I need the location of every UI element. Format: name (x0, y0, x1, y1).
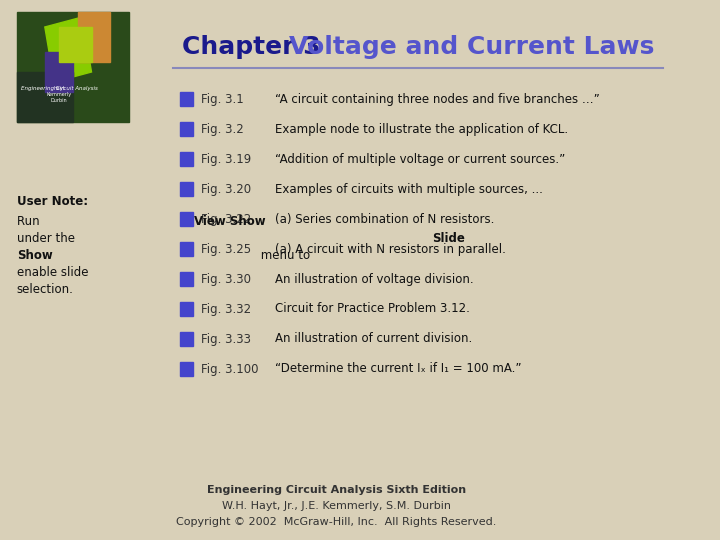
Text: Fig. 3.22: Fig. 3.22 (201, 213, 251, 226)
Bar (180, 212, 193, 226)
Text: Fig. 3.32: Fig. 3.32 (201, 302, 251, 315)
Text: Hayt
Kemmerly
Durbin: Hayt Kemmerly Durbin (46, 86, 71, 103)
Text: “Determine the current Iₓ if I₁ = 100 mA.”: “Determine the current Iₓ if I₁ = 100 mA… (276, 362, 522, 375)
Text: View Show: View Show (194, 215, 266, 228)
Text: Fig. 3.100: Fig. 3.100 (201, 362, 258, 375)
Text: An illustration of current division.: An illustration of current division. (276, 333, 473, 346)
Text: Circuit for Practice Problem 3.12.: Circuit for Practice Problem 3.12. (276, 302, 470, 315)
Text: Fig. 3.2: Fig. 3.2 (201, 123, 243, 136)
Text: under the: under the (17, 232, 78, 245)
Text: (a) Series combination of Ν resistors.: (a) Series combination of Ν resistors. (276, 213, 495, 226)
Text: “Addition of multiple voltage or current sources.”: “Addition of multiple voltage or current… (276, 152, 566, 165)
Bar (180, 122, 193, 136)
Bar (180, 302, 193, 316)
Bar (17, 72, 73, 122)
Text: Show: Show (17, 249, 53, 262)
Text: Examples of circuits with multiple sources, ...: Examples of circuits with multiple sourc… (276, 183, 544, 195)
Text: Fig. 3.20: Fig. 3.20 (201, 183, 251, 195)
Bar (180, 332, 193, 346)
Bar (17, 12, 129, 122)
Bar (59, 27, 91, 62)
Bar (180, 242, 193, 256)
Text: User Note:: User Note: (17, 195, 88, 208)
Bar (78, 12, 110, 62)
Text: Copyright © 2002  McGraw-Hill, Inc.  All Rights Reserved.: Copyright © 2002 McGraw-Hill, Inc. All R… (176, 517, 496, 527)
Text: Fig. 3.25: Fig. 3.25 (201, 242, 251, 255)
Bar (180, 182, 193, 196)
Bar (180, 272, 193, 286)
Text: selection.: selection. (17, 283, 73, 296)
Text: Fig. 3.1: Fig. 3.1 (201, 92, 243, 105)
Text: (a) A circuit with Ν resistors in parallel.: (a) A circuit with Ν resistors in parall… (276, 242, 506, 255)
Bar (45, 52, 73, 92)
Text: enable slide: enable slide (17, 266, 89, 279)
Text: Voltage and Current Laws: Voltage and Current Laws (289, 35, 655, 59)
Text: “A circuit containing three nodes and five branches …”: “A circuit containing three nodes and fi… (276, 92, 600, 105)
Bar (180, 152, 193, 166)
Text: Run: Run (17, 215, 43, 228)
Text: Engineering Circuit Analysis: Engineering Circuit Analysis (22, 86, 99, 91)
Polygon shape (45, 17, 91, 82)
Text: W.H. Hayt, Jr., J.E. Kemmerly, S.M. Durbin: W.H. Hayt, Jr., J.E. Kemmerly, S.M. Durb… (222, 501, 451, 511)
Text: Example node to illustrate the application of KCL.: Example node to illustrate the applicati… (276, 123, 569, 136)
Text: Chapter 3: Chapter 3 (182, 35, 320, 59)
Text: Engineering Circuit Analysis Sixth Edition: Engineering Circuit Analysis Sixth Editi… (207, 485, 466, 495)
Text: An illustration of voltage division.: An illustration of voltage division. (276, 273, 474, 286)
Text: menu to: menu to (257, 249, 310, 262)
Text: Fig. 3.19: Fig. 3.19 (201, 152, 251, 165)
Text: Slide: Slide (432, 232, 465, 245)
Bar (180, 92, 193, 106)
Text: Fig. 3.30: Fig. 3.30 (201, 273, 251, 286)
Text: Fig. 3.33: Fig. 3.33 (201, 333, 251, 346)
Bar (180, 362, 193, 376)
